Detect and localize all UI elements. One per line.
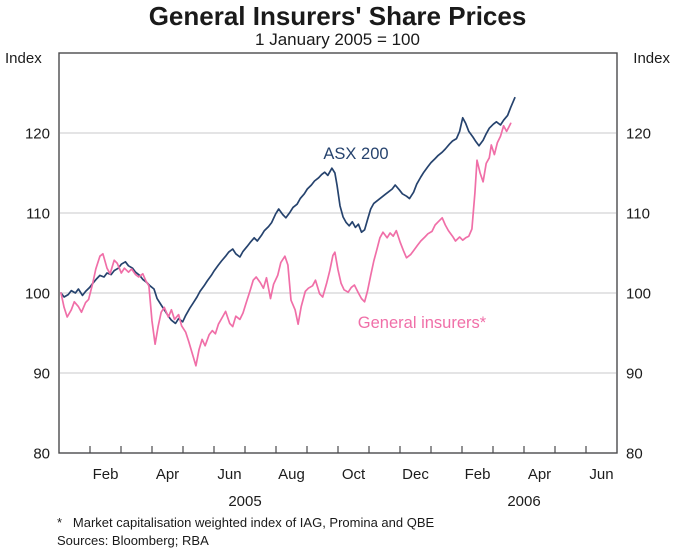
- y-tick-label-right-120: 120: [626, 126, 651, 143]
- series-label-asx-200: ASX 200: [323, 145, 388, 163]
- y-tick-label-left-90: 90: [33, 366, 50, 383]
- x-year-label-2005: 2005: [228, 493, 261, 510]
- x-month-label-feb-13: Feb: [465, 466, 491, 483]
- series-line-asx-200: [60, 96, 516, 325]
- x-month-label-apr-15: Apr: [528, 466, 551, 483]
- x-month-label-feb-1: Feb: [93, 466, 119, 483]
- series-label-general-insurers-: General insurers*: [358, 314, 487, 332]
- y-axis-unit-left: Index: [5, 50, 42, 67]
- x-year-label-2006: 2006: [507, 493, 540, 510]
- chart-subtitle: 1 January 2005 = 100: [255, 30, 420, 49]
- x-month-label-aug-7: Aug: [278, 466, 305, 483]
- y-tick-label-left-100: 100: [25, 286, 50, 303]
- y-axis-unit-right: Index: [633, 50, 670, 67]
- x-month-label-apr-3: Apr: [156, 466, 179, 483]
- y-tick-label-left-80: 80: [33, 446, 50, 463]
- chart-title: General Insurers' Share Prices: [148, 1, 527, 31]
- plot-border: [58, 52, 618, 454]
- y-tick-label-right-80: 80: [626, 446, 643, 463]
- x-month-label-dec-11: Dec: [402, 466, 429, 483]
- footnote-sources: Sources: Bloomberg; RBA: [57, 533, 209, 548]
- x-month-label-oct-9: Oct: [342, 466, 366, 483]
- y-tick-label-right-110: 110: [626, 206, 650, 223]
- x-month-label-jun-5: Jun: [217, 466, 241, 483]
- x-month-label-jun-17: Jun: [589, 466, 613, 483]
- footnote-asterisk: * Market capitalisation weighted index o…: [57, 515, 435, 530]
- y-tick-label-right-90: 90: [626, 366, 643, 383]
- y-tick-label-left-110: 110: [26, 206, 50, 223]
- y-tick-label-left-120: 120: [25, 126, 50, 143]
- y-tick-label-right-100: 100: [626, 286, 651, 303]
- series-line-general-insurers-: [60, 122, 512, 367]
